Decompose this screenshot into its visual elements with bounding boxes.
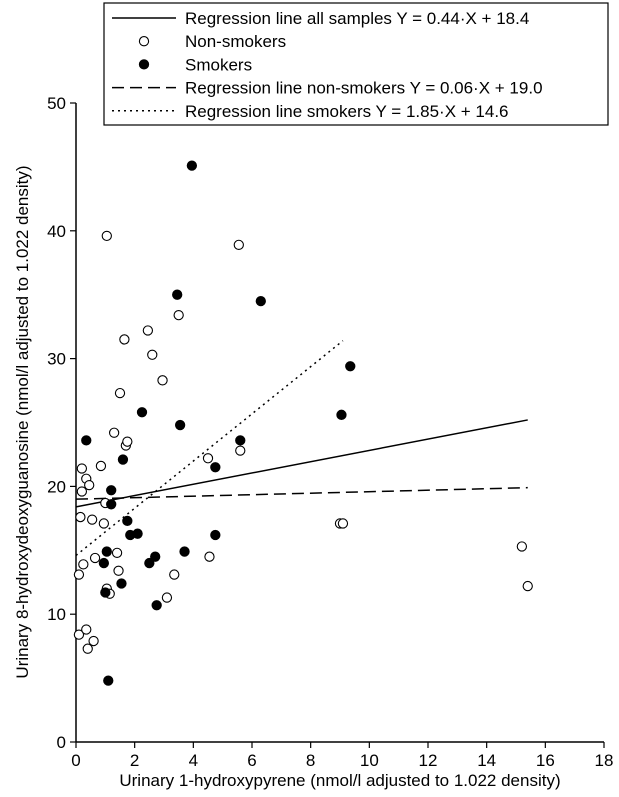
non-smoker-point <box>161 592 173 603</box>
y-tick-label: 0 <box>57 733 66 752</box>
regression-line-dotted <box>75 340 344 556</box>
non-smoker-point <box>522 580 533 592</box>
smoker-point <box>255 295 266 307</box>
x-axis-label: Urinary 1-hydroxypyrene (nmol/l adjusted… <box>119 771 560 790</box>
non-smoker-point <box>233 239 244 251</box>
non-smoker-point <box>98 518 110 529</box>
legend-label: Regression line non-smokers Y = 0.06·X +… <box>185 79 543 98</box>
non-smoker-point <box>173 309 184 321</box>
non-smoker-point <box>113 565 124 576</box>
y-tick-label: 40 <box>47 222 66 241</box>
non-smoker-point <box>73 569 85 580</box>
smoker-point <box>336 409 347 420</box>
legend-swatch-open-circle <box>138 36 150 47</box>
smoker-point <box>100 587 111 598</box>
non-smoker-point <box>89 552 101 564</box>
smoker-point <box>132 528 143 539</box>
smoker-point <box>117 454 129 465</box>
non-smoker-point <box>81 624 92 635</box>
non-smoker-point <box>95 460 107 472</box>
non-smoker-point <box>204 551 215 562</box>
x-tick-label: 0 <box>71 751 80 770</box>
non-smoker-point <box>516 541 528 552</box>
regression-line-dashed <box>75 486 528 500</box>
smoker-point <box>101 546 112 557</box>
smoker-point <box>186 160 198 171</box>
y-axis-label: Urinary 8-hydroxydeoxyguanosine (nmol/l … <box>13 165 32 678</box>
non-smoker-point <box>84 479 95 491</box>
non-smoker-point <box>108 427 120 438</box>
non-smoker-point <box>76 463 88 474</box>
non-smoker-point <box>82 643 93 654</box>
non-smoker-point <box>202 453 214 464</box>
y-tick-label: 30 <box>47 350 66 369</box>
non-smoker-point <box>101 230 112 242</box>
x-tick-label: 2 <box>130 751 139 770</box>
regression-line-solid <box>75 419 528 508</box>
axes: 0 2 4 6 8 10 12 14 16 18 0 10 20 30 40 50 <box>47 94 613 770</box>
smoker-point <box>210 462 221 473</box>
legend-label: Non-smokers <box>185 32 286 51</box>
smoker-point <box>81 435 92 446</box>
non-smoker-point <box>157 375 168 386</box>
smoker-point <box>98 557 110 569</box>
non-smoker-point <box>122 436 133 447</box>
smoker-point <box>103 675 114 686</box>
non-smoker-point <box>88 635 99 647</box>
x-tick-label: 16 <box>536 751 555 770</box>
smoker-point <box>179 546 190 557</box>
smoker-point <box>174 419 186 431</box>
non-smoker-point <box>114 387 126 399</box>
smoker-point <box>136 407 148 418</box>
non-smoker-point <box>76 486 88 497</box>
smoker-point <box>106 499 117 510</box>
non-smoker-point <box>235 445 246 456</box>
non-smoker-point <box>111 547 123 559</box>
smoker-point <box>172 289 183 300</box>
smoker-point <box>106 485 117 496</box>
smoker-point <box>144 557 155 569</box>
non-smoker-point <box>169 569 180 580</box>
data-points <box>73 160 533 686</box>
non-smoker-point <box>86 514 98 525</box>
regression-lines <box>75 340 528 556</box>
smoker-point <box>122 515 133 527</box>
non-smoker-point <box>78 559 89 570</box>
non-smoker-point <box>337 518 349 529</box>
legend-label: Regression line all samples Y = 0.44·X +… <box>185 9 529 28</box>
smoker-point <box>210 529 221 541</box>
y-tick-label: 50 <box>47 94 66 113</box>
smoker-point <box>151 600 162 611</box>
legend-label: Regression line smokers Y = 1.85·X + 14.… <box>185 102 509 121</box>
x-tick-label: 12 <box>419 751 438 770</box>
smoker-point <box>235 435 246 446</box>
x-tick-label: 14 <box>477 751 496 770</box>
non-smoker-point <box>75 511 86 523</box>
x-tick-label: 8 <box>306 751 315 770</box>
y-tick-label: 10 <box>47 605 66 624</box>
non-smoker-point <box>142 325 154 336</box>
x-tick-label: 10 <box>360 751 379 770</box>
x-tick-label: 6 <box>247 751 256 770</box>
legend-swatch-filled-circle <box>138 59 150 70</box>
smoker-point <box>150 551 161 562</box>
legend-label: Smokers <box>185 55 252 74</box>
non-smoker-point <box>147 349 158 360</box>
non-smoker-point <box>119 334 130 345</box>
non-smoker-point <box>73 629 85 640</box>
y-tick-label: 20 <box>47 477 66 496</box>
legend: Regression line all samples Y = 0.44·X +… <box>103 2 609 126</box>
smoker-point <box>345 361 356 372</box>
x-tick-label: 18 <box>595 751 614 770</box>
smoker-point <box>116 578 127 589</box>
legend-box <box>103 2 609 126</box>
x-tick-label: 4 <box>189 751 198 770</box>
